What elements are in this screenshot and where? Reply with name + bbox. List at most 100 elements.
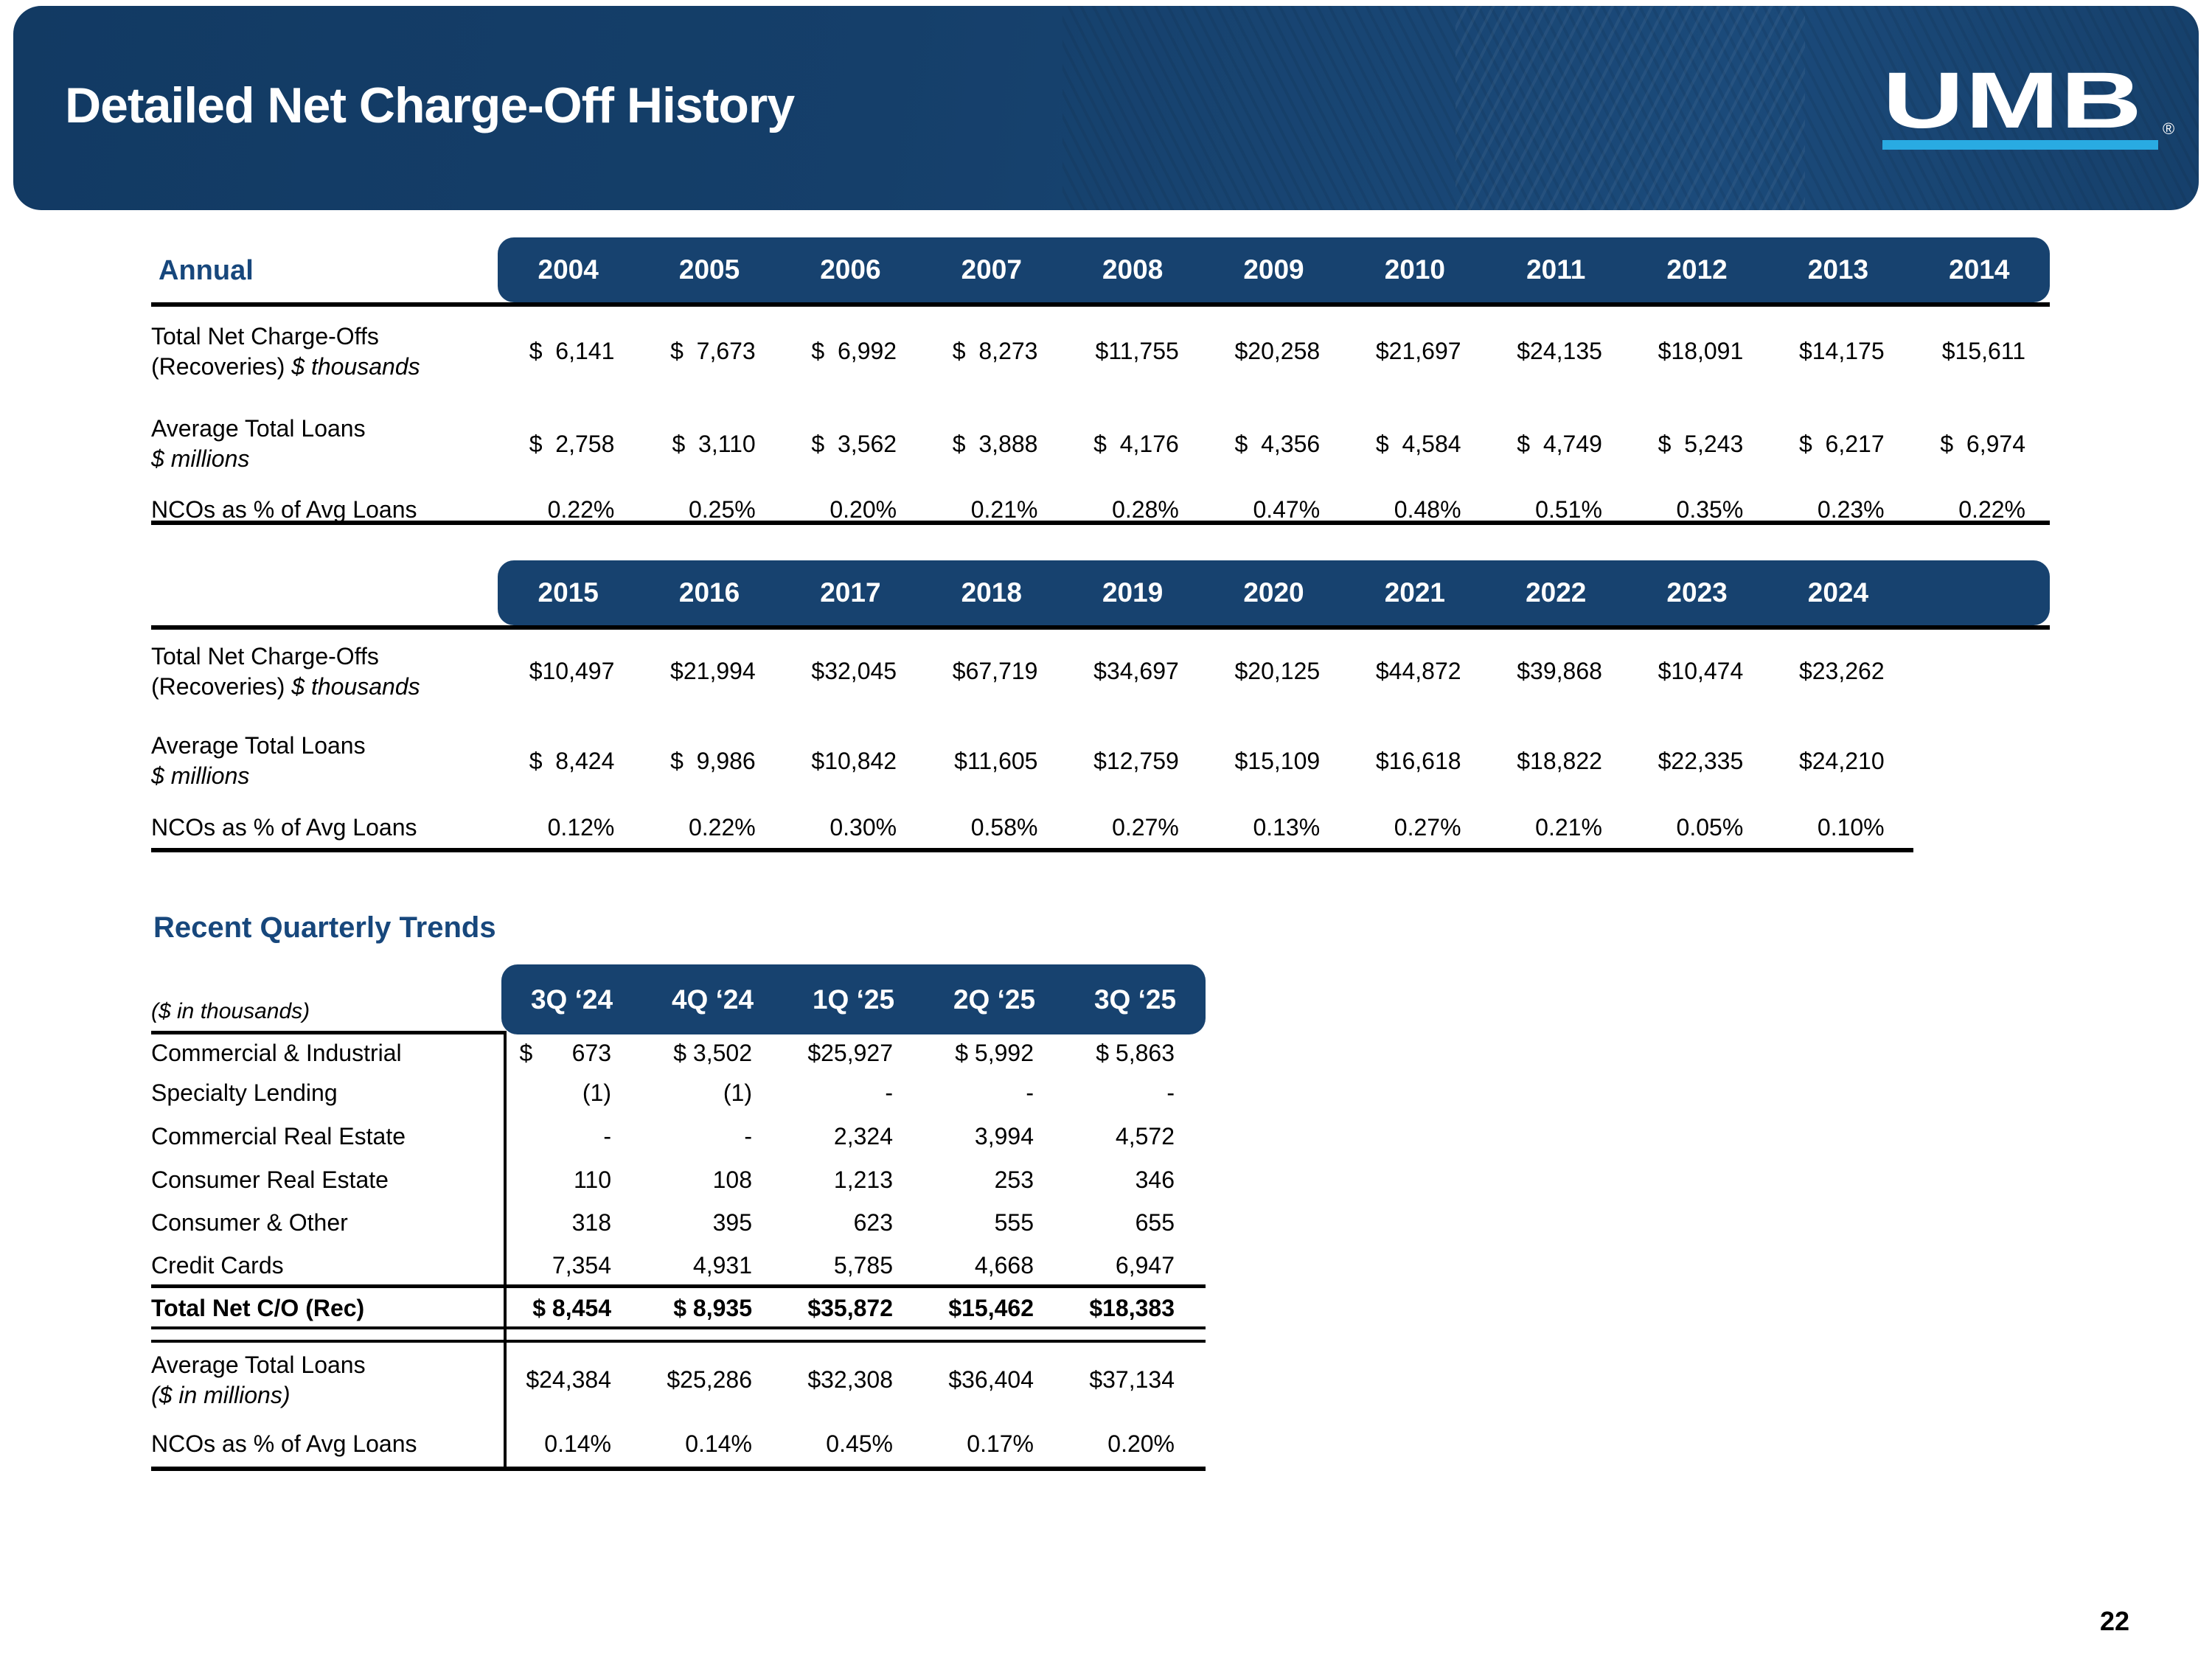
empty-cell [151, 237, 498, 302]
value-cell: $32,308 [807, 1366, 893, 1393]
value-cell: $ 7,673 [670, 338, 756, 364]
value-cell: (1) [723, 1079, 752, 1106]
value-cell: $21,994 [670, 658, 756, 684]
row-label-avg-total-loans: Average Total Loans $ millions [151, 732, 366, 789]
value-cell: 0.28% [1112, 495, 1179, 523]
year-header: 2024 [1807, 577, 1869, 608]
value-cell: 0.17% [967, 1430, 1034, 1457]
value-cell: - [744, 1122, 752, 1150]
umb-logo-text: UMB [1882, 55, 2143, 145]
row-label: Consumer & Other [151, 1208, 348, 1236]
value-cell: $20,258 [1234, 338, 1321, 364]
quarterly-total-top-rule [151, 1284, 1206, 1288]
annual-section-heading: Annual [159, 255, 254, 286]
annual-table-2004-2014: 2004 2005 2006 2007 2008 2009 2010 2011 … [151, 237, 2050, 532]
year-header: 2011 [1526, 254, 1586, 285]
value-cell: $ 2,758 [529, 430, 615, 457]
row-label-nco-pct: NCOs as % of Avg Loans [151, 813, 417, 841]
total-row-label: Total Net C/O (Rec) [151, 1294, 365, 1321]
value-cell: $ 6,974 [1940, 430, 2025, 457]
total-value-cell: $15,462 [948, 1294, 1034, 1321]
year-header: 2010 [1384, 254, 1445, 285]
year-header: 2009 [1243, 254, 1304, 285]
value-cell: 0.14% [685, 1430, 752, 1457]
value-cell: 4,931 [692, 1251, 752, 1279]
umb-logo: UMB ® [1882, 55, 2174, 150]
value-cell: $ 4,749 [1517, 430, 1602, 457]
value-cell: $10,474 [1658, 658, 1744, 684]
value-cell: $15,611 [1941, 338, 2025, 364]
value-cell: $22,335 [1658, 747, 1744, 774]
value-cell: $ 4,356 [1234, 430, 1321, 457]
quarter-header: 3Q ‘24 [530, 984, 613, 1015]
value-cell: $18,091 [1658, 338, 1744, 364]
year-header: 2004 [538, 254, 599, 285]
total-value-cell: $35,872 [807, 1294, 893, 1321]
total-value-cell: $ 8,935 [673, 1294, 752, 1321]
value-cell: 0.22% [688, 813, 756, 841]
value-cell: $67,719 [952, 658, 1038, 684]
row-label-net-charge-offs: Total Net Charge-Offs (Recoveries) $ tho… [151, 642, 420, 700]
value-cell: $ 4,584 [1375, 430, 1461, 457]
value-cell: $25,927 [807, 1039, 893, 1066]
value-cell: 0.51% [1535, 495, 1602, 523]
value-cell: $18,822 [1517, 747, 1602, 774]
value-cell: 623 [853, 1208, 893, 1236]
value-cell: $ 673 [519, 1039, 611, 1066]
value-cell: 395 [712, 1208, 752, 1236]
table2-header-rule [151, 625, 2050, 630]
value-cell: $36,404 [948, 1366, 1034, 1393]
value-cell: $ 3,888 [952, 430, 1038, 457]
value-cell: $ 5,863 [1096, 1039, 1175, 1066]
value-cell: 0.13% [1253, 813, 1321, 841]
value-cell: 253 [994, 1166, 1034, 1193]
value-cell: $ 3,110 [672, 430, 756, 457]
value-cell: $24,135 [1517, 338, 1602, 364]
value-cell: $11,755 [1095, 338, 1179, 364]
value-cell: $37,134 [1089, 1366, 1175, 1393]
value-cell: 0.27% [1394, 813, 1461, 841]
year-header: 2006 [820, 254, 881, 285]
value-cell: $16,618 [1375, 747, 1461, 774]
value-cell: $ 3,502 [673, 1039, 752, 1066]
value-cell: $ 6,217 [1798, 430, 1885, 457]
value-cell: 6,947 [1115, 1251, 1175, 1279]
value-cell: 0.14% [544, 1430, 611, 1457]
quarterly-vertical-divider [504, 1031, 507, 1471]
row-label: Commercial & Industrial [151, 1039, 402, 1066]
value-cell: $ 6,141 [529, 338, 615, 364]
row-label: Specialty Lending [151, 1079, 338, 1106]
value-cell: 0.22% [1958, 495, 2025, 523]
empty-cell [1909, 717, 2050, 804]
quarter-header: 3Q ‘25 [1093, 984, 1177, 1015]
value-cell: $ 3,562 [811, 430, 897, 457]
value-cell: 2,324 [833, 1122, 893, 1150]
value-cell: 346 [1135, 1166, 1175, 1193]
value-cell: $ 8,273 [952, 338, 1038, 364]
annual-table1-header-bar [498, 237, 2050, 302]
value-cell: $10,842 [811, 747, 897, 774]
year-header: 2016 [678, 577, 740, 608]
value-cell: 0.25% [688, 495, 756, 523]
year-header: 2008 [1102, 254, 1164, 285]
quarterly-section-heading: Recent Quarterly Trends [153, 911, 496, 944]
quarter-header: 2Q ‘25 [953, 984, 1036, 1015]
value-cell: $34,697 [1093, 658, 1179, 684]
year-header: 2022 [1526, 577, 1587, 608]
value-cell: 0.20% [1107, 1430, 1175, 1457]
value-cell: 0.35% [1676, 495, 1744, 523]
value-cell: $21,697 [1375, 338, 1461, 364]
table2-bottom-rule [151, 848, 1913, 852]
page-title: Detailed Net Charge-Off History [65, 77, 795, 133]
empty-cell [1909, 625, 2050, 717]
value-cell: $12,759 [1093, 747, 1179, 774]
table1-bottom-rule [151, 521, 2050, 525]
year-header: 2013 [1807, 254, 1869, 285]
annual-table-2015-2024: 2015 2016 2017 2018 2019 2020 2021 2022 … [151, 560, 2050, 850]
value-cell: $25,286 [667, 1366, 752, 1393]
value-cell: 0.12% [547, 813, 615, 841]
value-cell: 0.20% [830, 495, 897, 523]
row-label-net-charge-offs: Total Net Charge-Offs (Recoveries) $ tho… [151, 322, 420, 380]
year-header: 2023 [1666, 577, 1728, 608]
row-label: Consumer Real Estate [151, 1166, 389, 1193]
